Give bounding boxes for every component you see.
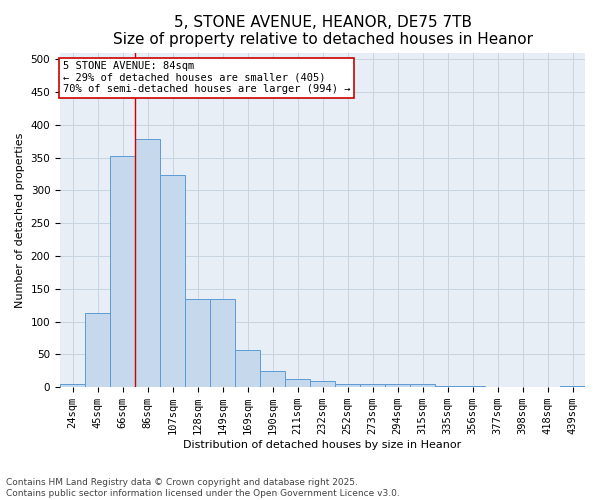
Text: Contains HM Land Registry data © Crown copyright and database right 2025.
Contai: Contains HM Land Registry data © Crown c… [6, 478, 400, 498]
Bar [460, 386, 485, 387]
Bar [360, 384, 385, 387]
Bar [435, 386, 460, 387]
Bar [135, 140, 160, 387]
Bar [485, 386, 510, 387]
Bar [560, 386, 585, 387]
Bar [385, 384, 410, 387]
Bar [235, 350, 260, 387]
Bar [85, 313, 110, 387]
Bar [60, 384, 85, 387]
Bar [260, 371, 285, 387]
Text: 5 STONE AVENUE: 84sqm
← 29% of detached houses are smaller (405)
70% of semi-det: 5 STONE AVENUE: 84sqm ← 29% of detached … [62, 62, 350, 94]
Bar [160, 176, 185, 387]
Bar [510, 386, 535, 387]
Bar [285, 380, 310, 387]
Bar [185, 298, 210, 387]
Y-axis label: Number of detached properties: Number of detached properties [15, 132, 25, 308]
Title: 5, STONE AVENUE, HEANOR, DE75 7TB
Size of property relative to detached houses i: 5, STONE AVENUE, HEANOR, DE75 7TB Size o… [113, 15, 533, 48]
Bar [335, 384, 360, 387]
Bar [210, 298, 235, 387]
Bar [535, 386, 560, 387]
X-axis label: Distribution of detached houses by size in Heanor: Distribution of detached houses by size … [184, 440, 461, 450]
Bar [110, 156, 135, 387]
Bar [410, 384, 435, 387]
Bar [310, 382, 335, 387]
